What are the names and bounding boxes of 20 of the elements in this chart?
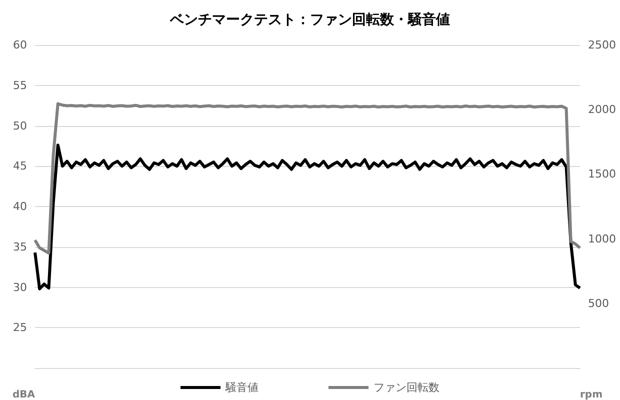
chart-title: ベンチマークテスト：ファン回転数・騒音値 xyxy=(169,11,450,28)
y-tick-label: 40 xyxy=(13,200,27,213)
y2-axis-title: rpm xyxy=(580,390,603,400)
line-series xyxy=(34,144,582,290)
y2-tick-label: 2000 xyxy=(588,103,616,116)
y2-tick-label: 500 xyxy=(588,296,609,310)
legend-label: ファン回転数 xyxy=(374,381,440,394)
y2-tick-label: 2500 xyxy=(588,38,616,52)
y-tick-label: 30 xyxy=(13,280,27,294)
y2-tick-label: 1000 xyxy=(588,232,616,246)
y2-tick-label: 1500 xyxy=(588,168,616,181)
y-tick-label: 50 xyxy=(13,119,27,132)
y-tick-label: 55 xyxy=(13,78,27,92)
legend-label: 騒音値 xyxy=(224,381,258,394)
y-tick-label: 45 xyxy=(13,160,27,173)
y-tick-label: 60 xyxy=(13,38,27,52)
y-axis-title: dBA xyxy=(12,390,36,400)
line-series xyxy=(34,102,582,255)
y-tick-label: 25 xyxy=(13,321,27,334)
y-tick-label: 35 xyxy=(13,240,27,254)
